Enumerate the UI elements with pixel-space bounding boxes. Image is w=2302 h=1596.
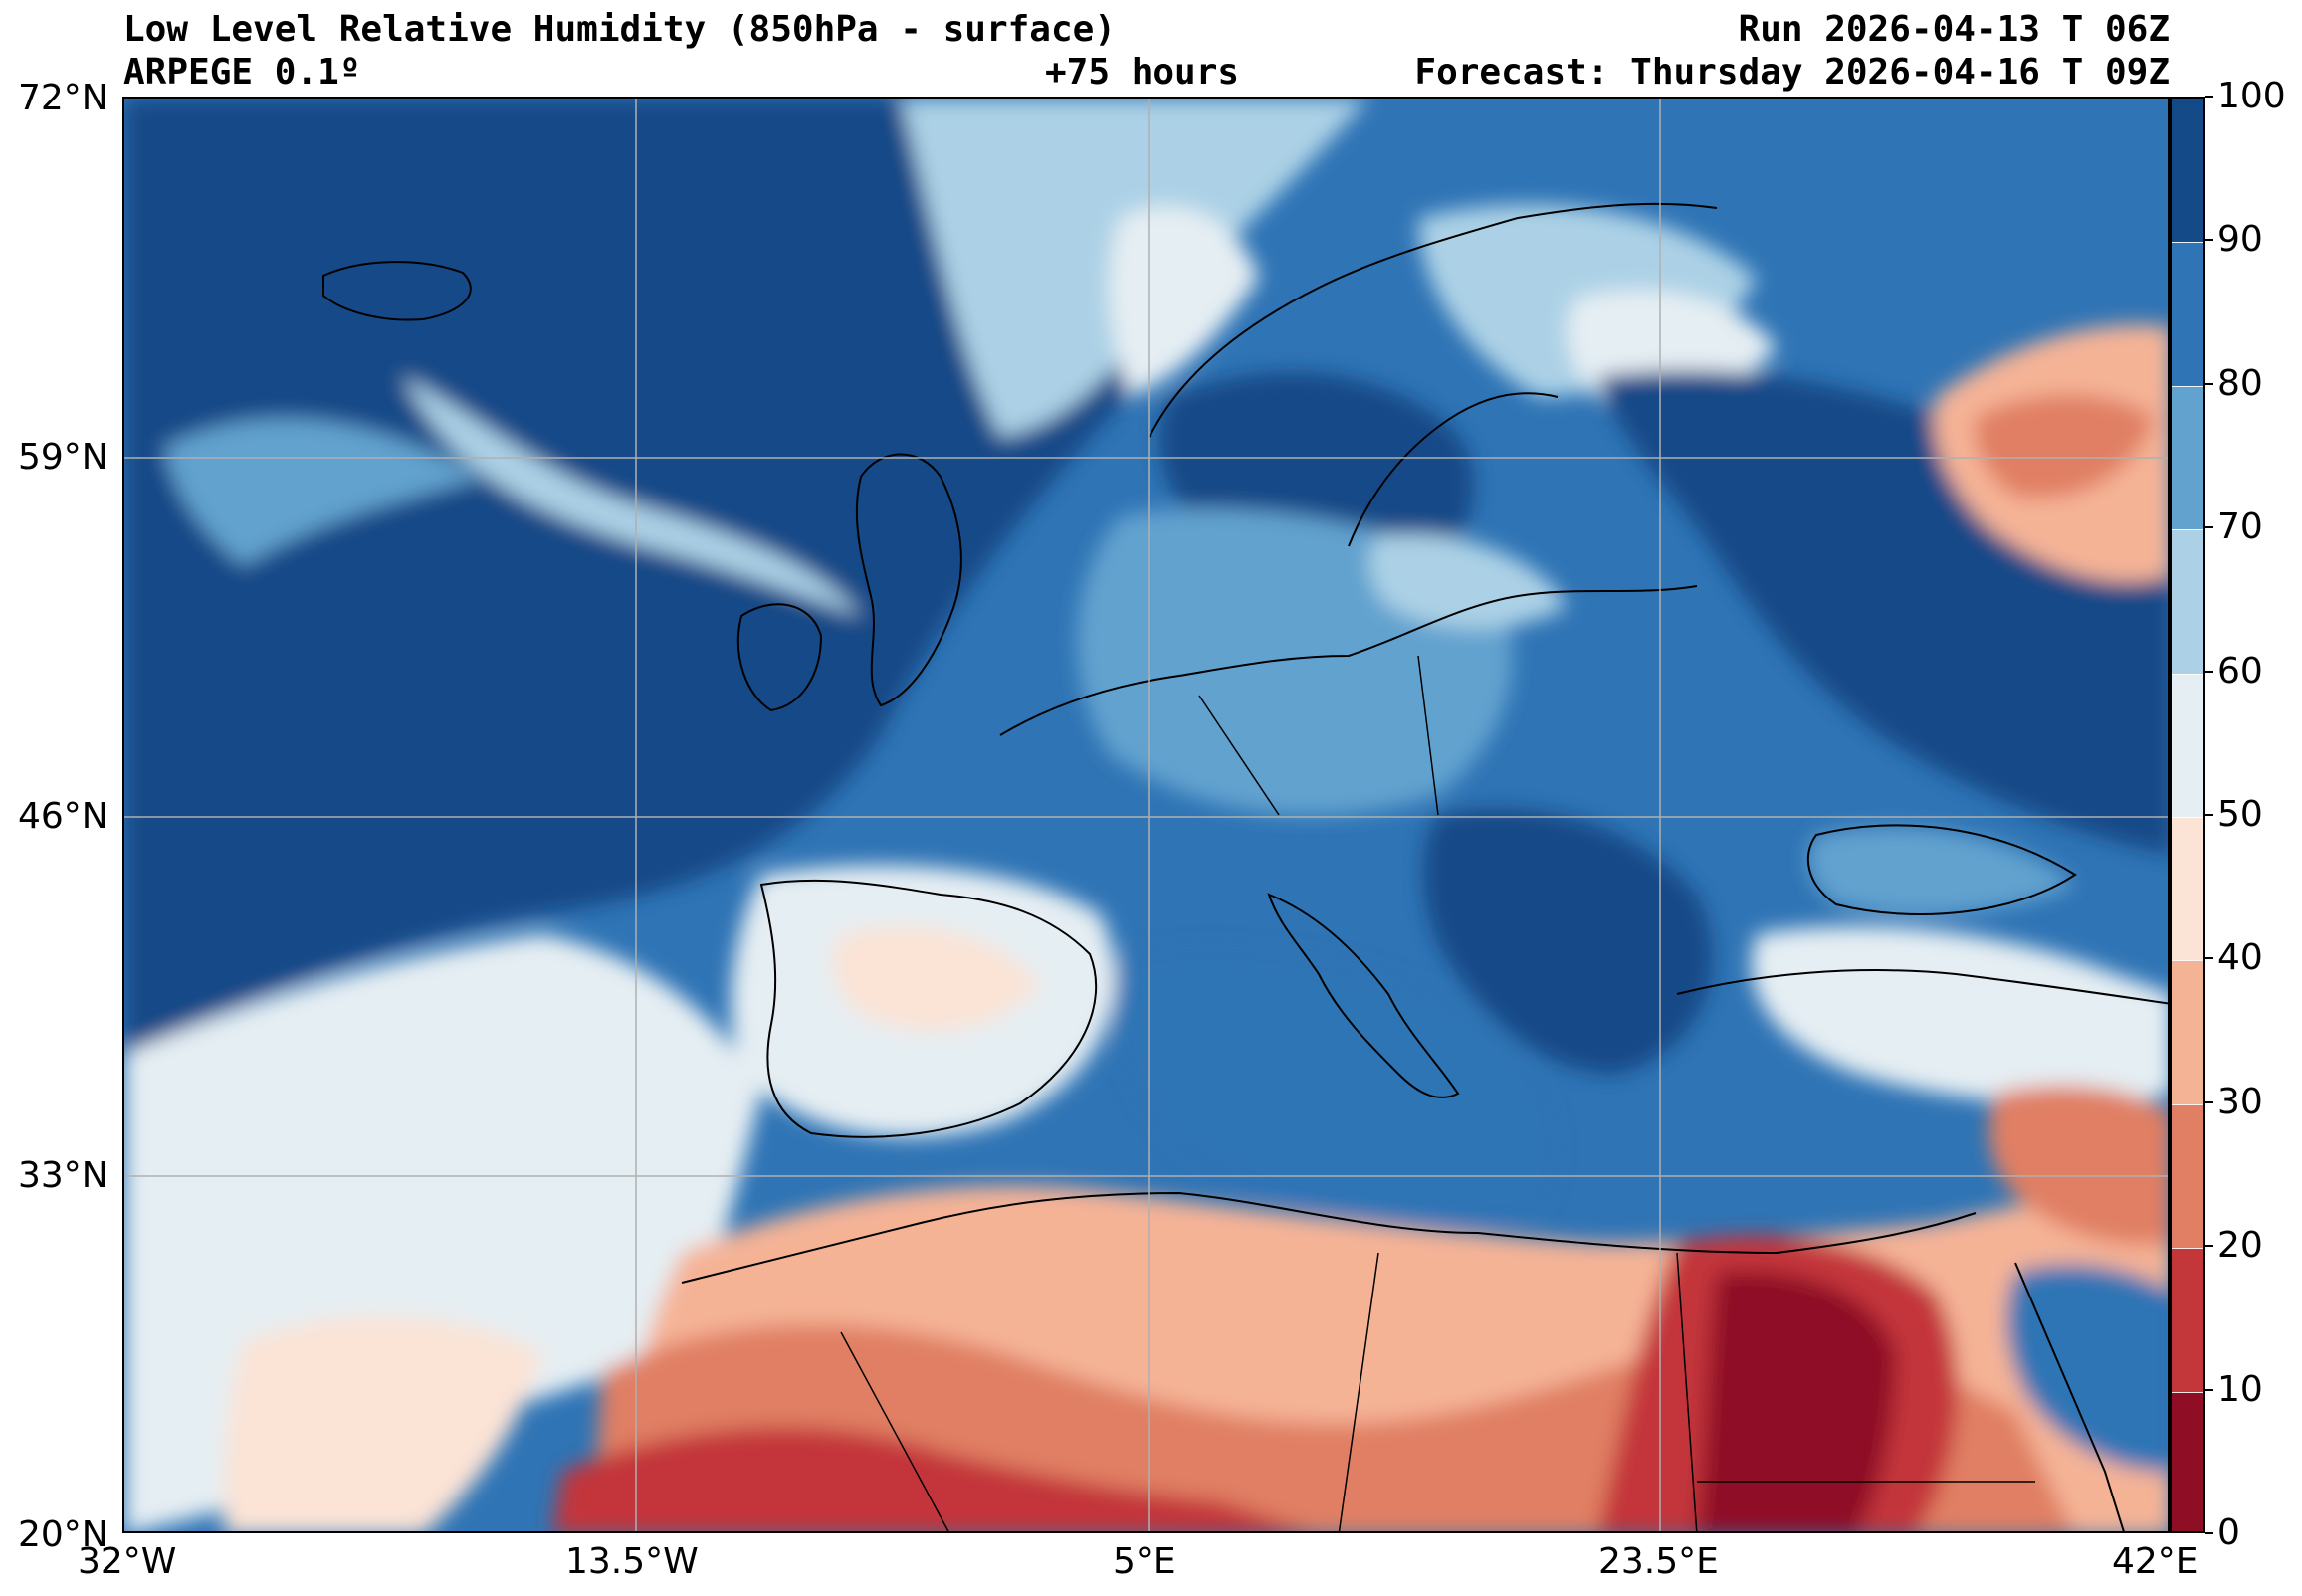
colorbar: [2170, 97, 2205, 1533]
lon-tick-label: 23.5°E: [1598, 1541, 1719, 1582]
coast-sweden: [1348, 392, 1559, 547]
rh-iberia-dry-patches: [832, 926, 1040, 1031]
colorbar-tick-label: 30: [2217, 1081, 2263, 1122]
rh-band-west-atlantic: [164, 418, 483, 566]
borders: [840, 655, 2035, 1531]
colorbar-tick-mark: [2205, 670, 2213, 673]
lat-tick-label: 33°N: [18, 1155, 108, 1196]
rh-black-sea-blue: [1807, 827, 2075, 915]
colorbar-separator: [2172, 673, 2203, 675]
rh-red-sea-moist: [2006, 1264, 2168, 1472]
rh-egypt-driest: [1697, 1271, 1896, 1531]
rh-sahara-dry: [552, 1427, 1308, 1531]
gridlines: [124, 99, 2168, 1531]
colorbar-separator: [2172, 242, 2203, 244]
colorbar-segment: [2172, 99, 2203, 244]
colorbar-separator: [2172, 960, 2203, 962]
colorbar-segment: [2172, 242, 2203, 387]
rh-germany-pale: [1369, 534, 1568, 629]
colorbar-segment: [2172, 529, 2203, 675]
rh-balkans-dark: [1423, 808, 1713, 1074]
coast-norway: [1149, 202, 1718, 438]
coast-north-africa: [681, 1191, 1977, 1284]
colorbar-tick-mark: [2205, 1532, 2213, 1534]
rh-west-africa-coast: [224, 1316, 542, 1531]
forecast-time-label: Forecast: Thursday 2026-04-16 T 09Z: [1414, 52, 2170, 93]
colorbar-segment: [2172, 673, 2203, 818]
colorbar-tick-label: 90: [2217, 219, 2263, 261]
colorbar-tick-label: 40: [2217, 937, 2263, 979]
colorbar-separator: [2172, 385, 2203, 387]
colorbar-separator: [2172, 1391, 2203, 1393]
rh-norwegian-sea-pale: [1109, 206, 1259, 397]
coast-anatolia: [1676, 969, 2168, 1005]
colorbar-separator: [2172, 529, 2203, 531]
colorbar-segment: [2172, 817, 2203, 962]
colorbar-separator: [2172, 817, 2203, 818]
lat-tick-label: 20°N: [18, 1514, 108, 1555]
colorbar-tick-mark: [2205, 1388, 2213, 1391]
lat-tick-label: 46°N: [18, 796, 108, 837]
coast-red-sea: [2014, 1262, 2125, 1531]
rh-core-north-atlantic: [124, 99, 1170, 1054]
lead-time-label: +75 hours: [1045, 52, 1240, 93]
coastlines: [322, 202, 2168, 1531]
lon-tick-label: 5°E: [1113, 1541, 1176, 1582]
lon-tick-label: 42°E: [2112, 1541, 2198, 1582]
colorbar-tick-label: 60: [2217, 650, 2263, 692]
coast-iceland: [322, 261, 472, 321]
coast-great-britain: [855, 453, 962, 707]
colorbar-tick-mark: [2205, 526, 2213, 529]
colorbar-tick-mark: [2205, 1245, 2213, 1248]
coast-italy: [1267, 893, 1460, 1098]
coast-europe-north: [999, 585, 1698, 736]
colorbar-tick-label: 0: [2217, 1512, 2240, 1553]
colorbar-tick-label: 70: [2217, 506, 2263, 548]
colorbar-segment: [2172, 385, 2203, 531]
colorbar-tick-label: 50: [2217, 794, 2263, 835]
colorbar-segment: [2172, 1248, 2203, 1393]
colorbar-tick-label: 10: [2217, 1368, 2263, 1410]
lon-tick-label: 32°W: [78, 1541, 177, 1582]
lat-tick-label: 59°N: [18, 437, 108, 478]
run-label: Run 2026-04-13 T 06Z: [1738, 9, 2170, 50]
colorbar-tick-mark: [2205, 814, 2213, 816]
colorbar-tick-mark: [2205, 382, 2213, 385]
colorbar-tick-mark: [2205, 1100, 2213, 1103]
colorbar-separator: [2172, 1103, 2203, 1105]
colorbar-tick-mark: [2205, 957, 2213, 960]
colorbar-tick-label: 20: [2217, 1225, 2263, 1267]
colorbar-tick-label: 100: [2217, 76, 2286, 116]
colorbar-tick-label: 80: [2217, 362, 2263, 404]
colorbar-tick-mark: [2205, 96, 2213, 98]
colorbar-segment: [2172, 1103, 2203, 1250]
lat-tick-label: 72°N: [18, 78, 108, 118]
coast-iberia: [759, 879, 1098, 1138]
colorbar-segment: [2172, 1391, 2203, 1531]
rh-mediterranean: [1114, 946, 1558, 1221]
model-label: ARPEGE 0.1º: [123, 52, 361, 93]
rh-pale-streak-west: [403, 377, 861, 616]
rh-russia-drier: [1975, 394, 2155, 499]
humidity-map: [122, 97, 2170, 1533]
map-title: Low Level Relative Humidity (850hPa - su…: [123, 9, 1116, 50]
colorbar-separator: [2172, 1248, 2203, 1250]
colorbar-segment: [2172, 960, 2203, 1105]
humidity-field: [124, 99, 2168, 1531]
coast-black-sea: [1806, 824, 2077, 915]
colorbar-tick-mark: [2205, 239, 2213, 242]
rh-levant-dry: [1988, 1085, 2168, 1245]
coast-ireland: [736, 603, 823, 712]
lon-tick-label: 13.5°W: [565, 1541, 699, 1582]
